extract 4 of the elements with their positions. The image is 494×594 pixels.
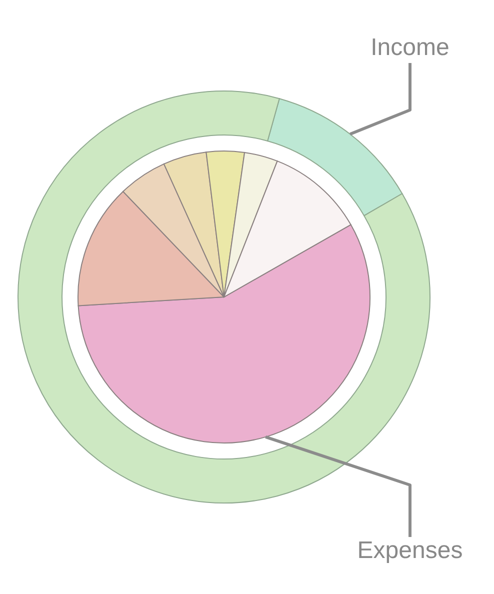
slice-label: Expenses xyxy=(357,536,463,564)
donut-slice xyxy=(267,98,403,216)
donut-slice xyxy=(18,90,430,504)
slice-label: Income xyxy=(370,34,450,61)
